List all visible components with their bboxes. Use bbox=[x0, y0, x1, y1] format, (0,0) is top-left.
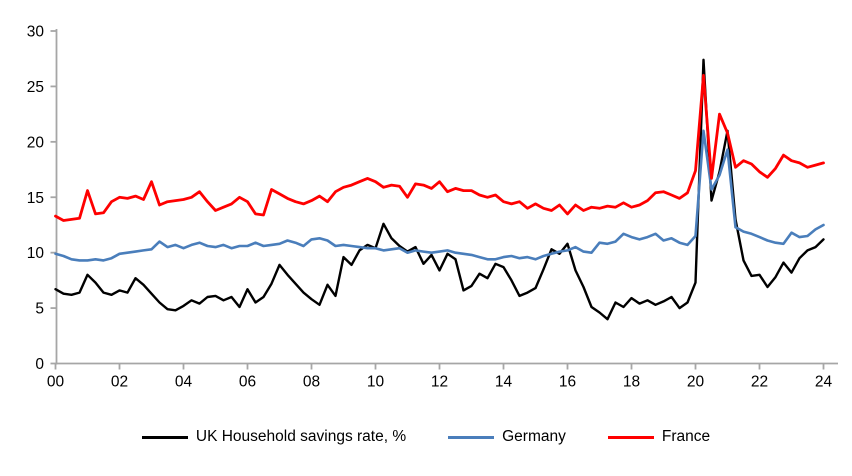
x-tick-label: 14 bbox=[495, 374, 513, 391]
legend-item-germany: Germany bbox=[448, 428, 566, 446]
x-tick-label: 20 bbox=[687, 374, 705, 391]
y-tick-label: 0 bbox=[35, 356, 44, 373]
legend-item-uk: UK Household savings rate, % bbox=[141, 428, 407, 446]
x-tick-label: 04 bbox=[175, 374, 193, 391]
series-line-1 bbox=[54, 129, 825, 262]
legend-label-france: France bbox=[661, 428, 711, 445]
legend-item-france: France bbox=[607, 428, 711, 446]
x-tick-label: 08 bbox=[303, 374, 320, 391]
x-tick-label: 22 bbox=[751, 374, 768, 391]
y-tick-label: 15 bbox=[27, 190, 44, 207]
legend-label-uk: UK Household savings rate, % bbox=[195, 428, 407, 445]
y-tick-label: 10 bbox=[27, 245, 45, 262]
legend-label-germany: Germany bbox=[502, 428, 566, 445]
x-tick-label: 06 bbox=[239, 374, 256, 391]
y-tick-label: 5 bbox=[35, 301, 44, 318]
france-line-swatch bbox=[607, 435, 654, 439]
y-tick-label: 30 bbox=[27, 24, 45, 41]
x-tick-label: 10 bbox=[367, 374, 385, 391]
chart-legend: UK Household savings rate, % Germany Fra… bbox=[0, 428, 852, 446]
series-line-2 bbox=[54, 73, 825, 222]
germany-line-swatch bbox=[448, 435, 495, 439]
x-tick-label: 24 bbox=[815, 374, 833, 391]
y-tick-label: 20 bbox=[27, 134, 45, 151]
uk-line-swatch bbox=[141, 435, 188, 439]
x-tick-label: 18 bbox=[623, 374, 640, 391]
x-tick-label: 16 bbox=[559, 374, 576, 391]
series-line-0 bbox=[54, 58, 825, 321]
y-tick-label: 25 bbox=[27, 79, 44, 96]
x-tick-label: 12 bbox=[431, 374, 448, 391]
x-tick-label: 00 bbox=[47, 374, 65, 391]
x-tick-label: 02 bbox=[111, 374, 128, 391]
